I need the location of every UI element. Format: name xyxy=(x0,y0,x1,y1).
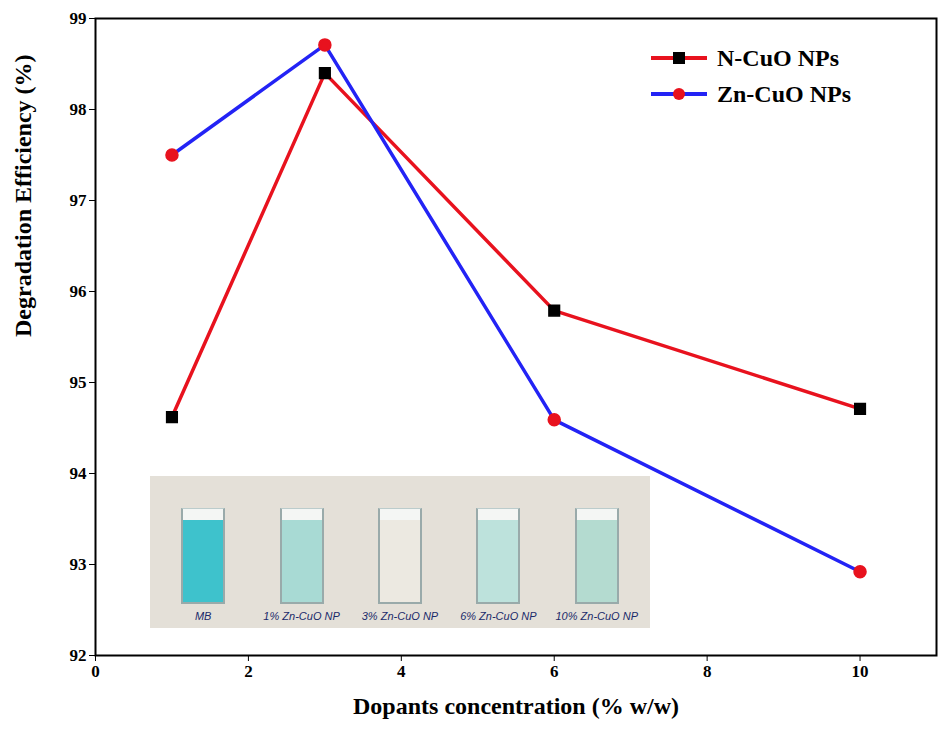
html-text:N-CuO NPs: N-CuO NPs xyxy=(717,44,839,71)
svg-text:96: 96 xyxy=(70,282,87,301)
html-text:6% Zn-CuO NP: 6% Zn-CuO NP xyxy=(460,610,537,622)
svg-text:92: 92 xyxy=(70,646,87,665)
html-text:Zn-CuO NPs: Zn-CuO NPs xyxy=(717,80,851,107)
svg-text:6: 6 xyxy=(550,662,559,681)
svg-text:8: 8 xyxy=(703,662,712,681)
svg-text:99: 99 xyxy=(70,9,87,28)
svg-text:95: 95 xyxy=(70,373,87,392)
svg-text:97: 97 xyxy=(70,191,88,210)
svg-text:Dopants concentration (% w/w): Dopants concentration (% w/w) xyxy=(353,693,679,719)
html-text:10% Zn-CuO NP: 10% Zn-CuO NP xyxy=(555,610,638,622)
html-text:3% Zn-CuO NP: 3% Zn-CuO NP xyxy=(361,610,439,622)
svg-text:Degradation Efficiency (%): Degradation Efficiency (%) xyxy=(10,54,36,337)
svg-text:0: 0 xyxy=(91,662,100,681)
svg-text:94: 94 xyxy=(70,464,88,483)
svg-text:98: 98 xyxy=(70,100,87,119)
svg-text:2: 2 xyxy=(244,662,253,681)
svg-text:4: 4 xyxy=(397,662,406,681)
svg-text:93: 93 xyxy=(70,555,87,574)
html-text:1% Zn-CuO NP: 1% Zn-CuO NP xyxy=(263,610,340,622)
svg-text:10: 10 xyxy=(852,662,869,681)
html-text:MB: MB xyxy=(194,610,212,622)
